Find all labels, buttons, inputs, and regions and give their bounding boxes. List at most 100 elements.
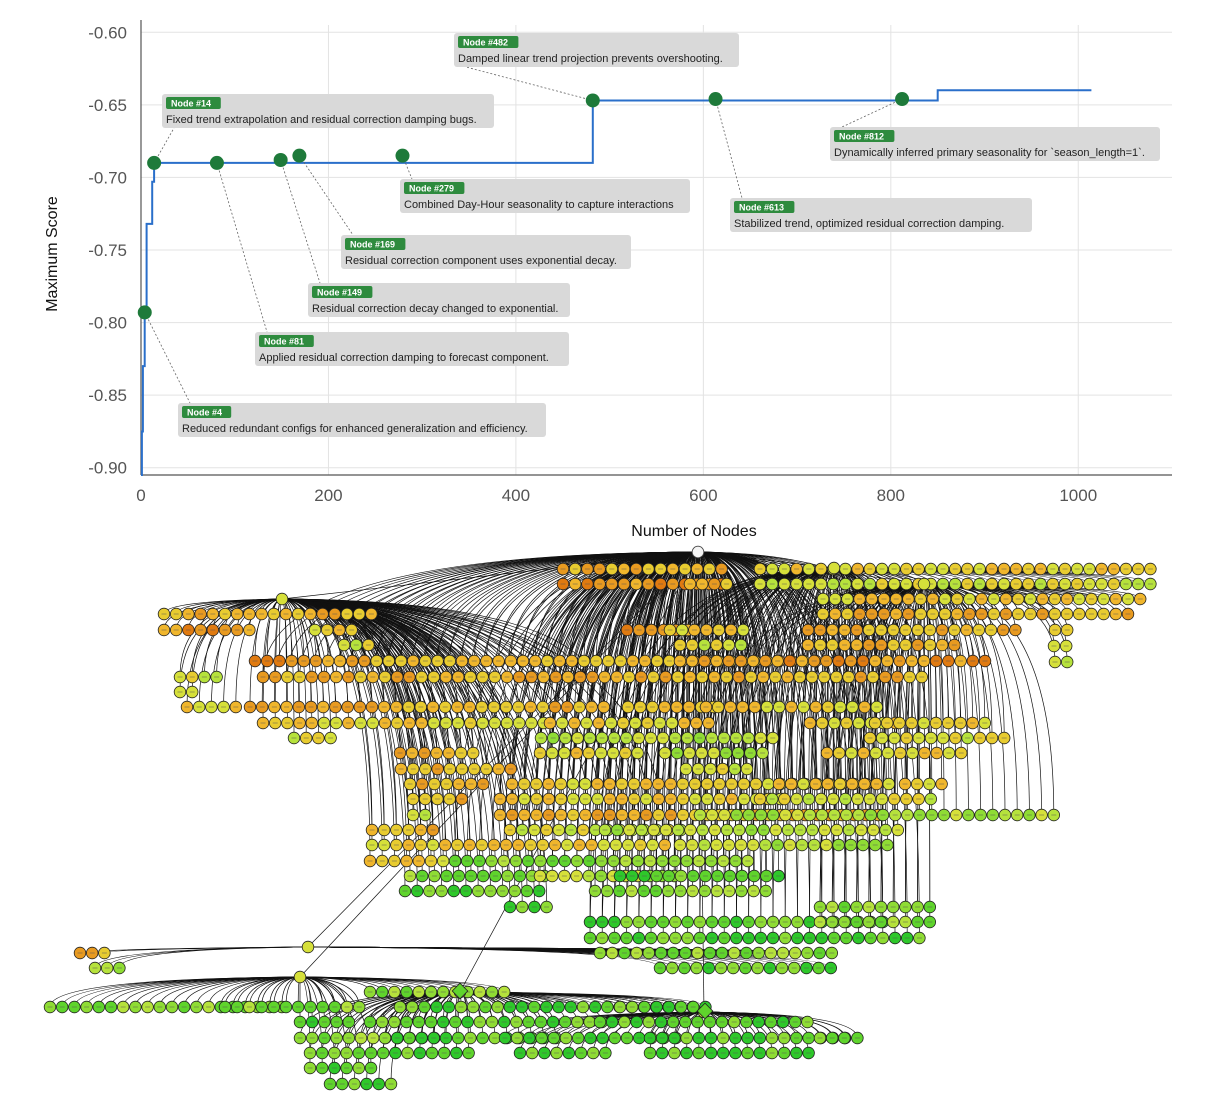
annotation-title: Node #149 — [317, 288, 362, 298]
annotation-title: Node #613 — [739, 203, 784, 213]
tree-hub-node — [827, 561, 841, 575]
annotation-node-279: Node #279 Combined Day-Hour seasonality t… — [395, 148, 690, 213]
y-tick-label: -0.80 — [88, 314, 127, 333]
annotation-title: Node #4 — [187, 408, 222, 418]
annotated-point-marker — [273, 153, 288, 167]
annotation-box — [308, 283, 570, 317]
annotation-title: Node #279 — [409, 184, 454, 194]
tree-edge — [923, 583, 981, 816]
tree-edge — [539, 551, 699, 877]
annotation-box — [830, 127, 1160, 161]
annotation-box — [178, 403, 546, 437]
annotation-leader — [715, 98, 743, 199]
tree-diamond-node — [696, 1002, 714, 1020]
annotation-title: Node #812 — [839, 132, 884, 142]
tree-edge — [281, 598, 435, 877]
annotation-box — [255, 332, 569, 366]
annotation-box — [730, 198, 1032, 232]
tree-edge — [588, 551, 699, 877]
annotation-leader — [144, 312, 191, 404]
tree-nodes — [43, 545, 1157, 1091]
annotation-badge — [182, 406, 232, 418]
x-tick-label: 600 — [689, 486, 717, 505]
y-axis-title: Maximum Score — [44, 196, 61, 312]
tree-edge — [281, 598, 605, 708]
tree-edge — [119, 946, 309, 969]
annotated-point-marker — [209, 155, 224, 170]
tree-edge — [281, 598, 411, 877]
annotation-title: Node #169 — [350, 240, 395, 250]
annotation-badge — [345, 238, 406, 250]
annotation-text: Damped linear trend projection prevents … — [458, 53, 723, 65]
chart-axes: -0.60 -0.65 -0.70 -0.75 -0.80 -0.85 -0.90 0 200 4… — [88, 20, 1172, 505]
annotation-box — [341, 235, 631, 269]
y-tick-label: -0.70 — [88, 168, 127, 187]
x-tick-label: 1000 — [1059, 486, 1097, 505]
tree-edge — [680, 551, 699, 892]
tree-edge — [281, 598, 423, 877]
tree-edge — [281, 598, 383, 862]
tree-edge — [421, 991, 461, 1039]
tree-root-node — [691, 545, 705, 559]
annotation-badge — [834, 130, 895, 142]
tree-edge — [752, 567, 835, 846]
annotation-badge — [458, 36, 519, 48]
annotation-node-812: Node #812 Dynamically inferred primary se… — [830, 92, 1160, 161]
annotated-point-marker — [395, 148, 410, 163]
score-series — [140, 89, 1092, 476]
tree-edge — [655, 551, 699, 892]
tree-edge — [491, 551, 699, 862]
tree-edge — [697, 551, 754, 892]
annotation-badge — [734, 201, 795, 213]
tree-edge — [421, 991, 461, 1039]
tree-hub-node — [301, 940, 315, 954]
tree-edge — [923, 583, 1030, 816]
tree-hub-node — [275, 592, 289, 606]
tree-hub-node — [293, 970, 307, 984]
y-tick-label: -0.90 — [88, 459, 127, 478]
annotation-box — [162, 94, 494, 128]
annotation-text: Reduced redundant configs for enhanced g… — [182, 423, 528, 435]
tree-edge — [249, 598, 283, 708]
x-axis-title: Number of Nodes — [631, 523, 756, 540]
tree-edge — [564, 551, 699, 877]
annotation-node-482: Node #482 Damped linear trend projection … — [454, 33, 739, 108]
annotation-leader — [153, 127, 175, 164]
annotation-text: Applied residual correction damping to f… — [259, 352, 549, 364]
tree-edge — [923, 583, 931, 923]
x-tick-label: 400 — [502, 486, 530, 505]
tree-edge — [619, 551, 699, 892]
y-tick-label: -0.85 — [88, 386, 127, 405]
annotated-point-marker — [292, 148, 307, 163]
search-tree — [43, 545, 1157, 1091]
annotation-leader — [465, 66, 593, 101]
annotation-badge — [166, 97, 221, 109]
tree-edge — [631, 551, 699, 892]
annotated-point-marker — [895, 92, 910, 107]
tree-edge — [643, 551, 699, 892]
annotation-title: Node #482 — [463, 38, 508, 48]
annotated-point-marker — [137, 305, 152, 320]
annotation-leader — [299, 155, 354, 236]
annotation-node-4: Node #4 Reduced redundant configs for enh… — [137, 305, 546, 437]
y-tick-label: -0.60 — [88, 23, 127, 42]
annotated-point-marker — [585, 93, 600, 108]
annotated-point-marker — [708, 92, 723, 107]
annotation-leader — [216, 162, 268, 333]
tree-edge — [281, 598, 313, 724]
annotation-box — [400, 179, 690, 213]
tree-edge — [697, 551, 767, 892]
y-tick-label: -0.75 — [88, 241, 127, 260]
annotation-node-14: Node #14 Fixed trend extrapolation and re… — [147, 94, 494, 170]
annotated-point-marker — [147, 155, 162, 170]
score-chart: -0.60 -0.65 -0.70 -0.75 -0.80 -0.85 -0.90 0 200 4… — [44, 20, 1172, 540]
tree-edge — [667, 551, 699, 892]
annotation-node-149: Node #149 Residual correction decay chang… — [273, 153, 570, 317]
annotation-text: Residual correction decay changed to exp… — [312, 303, 558, 315]
annotation-text: Dynamically inferred primary seasonality… — [834, 147, 1145, 159]
tree-hub-node — [917, 577, 931, 591]
annotation-node-81: Node #81 Applied residual correction damp… — [209, 155, 569, 366]
annotation-box — [454, 33, 739, 67]
annotation-badge — [259, 335, 314, 347]
x-tick-label: 0 — [136, 486, 145, 505]
